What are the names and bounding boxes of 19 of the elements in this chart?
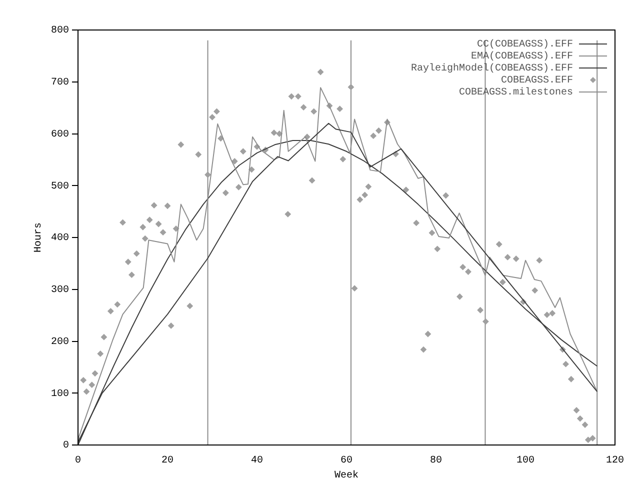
x-tick-label: 100 [516, 456, 535, 467]
x-tick-label: 60 [340, 456, 353, 467]
x-tick-label: 80 [430, 456, 442, 467]
y-tick-label: 0 [62, 440, 70, 452]
y-tick-label: 800 [50, 26, 70, 37]
y-tick-label: 500 [50, 181, 70, 192]
y-axis-title: Hours [34, 222, 45, 253]
y-tick-label: 600 [50, 129, 70, 140]
legend-label: COBEAGSS.EFF [500, 76, 573, 87]
y-tick-label: 400 [50, 233, 70, 244]
y-tick-label: 300 [50, 285, 70, 296]
y-tick-label: 700 [50, 78, 70, 89]
x-axis-title: Week [334, 470, 359, 482]
x-tick-label: 120 [606, 456, 624, 467]
y-tick-label: 100 [50, 388, 70, 400]
x-tick-label: 0 [74, 456, 82, 467]
y-tick-label: 200 [50, 336, 70, 348]
x-tick-label: 40 [250, 456, 264, 467]
x-tick-label: 20 [161, 456, 174, 467]
